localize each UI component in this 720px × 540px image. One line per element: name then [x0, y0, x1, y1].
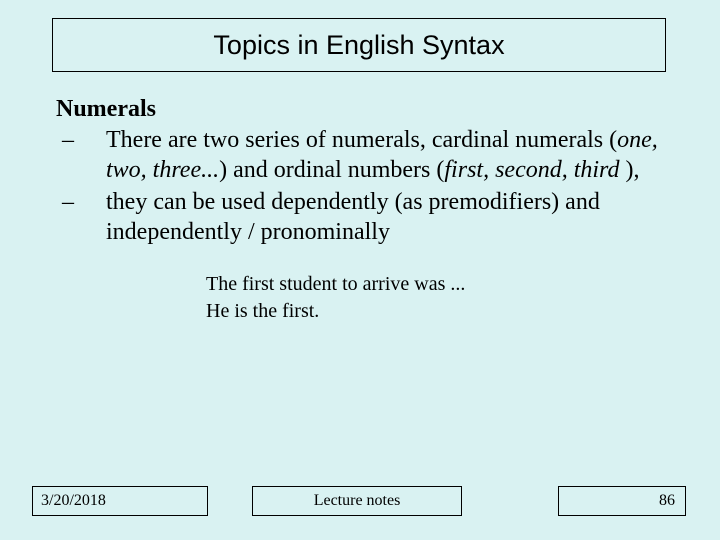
bullet-text-part: ) and ordinal numbers (: [219, 157, 444, 183]
footer-center-text: Lecture notes: [314, 492, 401, 510]
footer-center-box: Lecture notes: [252, 486, 462, 516]
slide-title: Topics in English Syntax: [213, 30, 504, 61]
bullet-dash: –: [84, 187, 106, 217]
bullet-item: –they can be used dependently (as premod…: [84, 187, 666, 247]
slide-footer: 3/20/2018 Lecture notes 86: [0, 486, 720, 516]
footer-page-box: 86: [558, 486, 686, 516]
example-line: He is the first.: [206, 300, 666, 323]
bullet-dash: –: [84, 125, 106, 155]
bullet-text: they can be used dependently (as premodi…: [106, 189, 600, 245]
examples-block: The first student to arrive was ... He i…: [206, 273, 666, 323]
slide-content: Numerals –There are two series of numera…: [56, 96, 666, 327]
example-line: The first student to arrive was ...: [206, 273, 666, 296]
content-heading: Numerals: [56, 96, 666, 123]
bullet-italic: first, second, third: [444, 157, 625, 183]
bullet-item: –There are two series of numerals, cardi…: [84, 125, 666, 185]
title-box: Topics in English Syntax: [52, 18, 666, 72]
footer-date-box: 3/20/2018: [32, 486, 208, 516]
footer-date: 3/20/2018: [41, 492, 106, 510]
bullet-text-part: There are two series of numerals, cardin…: [106, 127, 617, 153]
bullet-text-part: ),: [626, 157, 640, 183]
footer-page-number: 86: [659, 492, 675, 510]
